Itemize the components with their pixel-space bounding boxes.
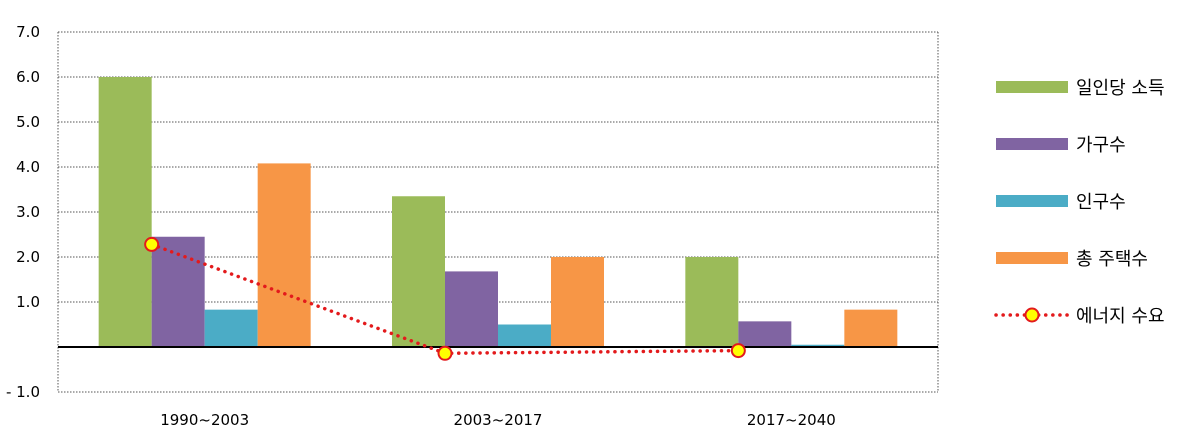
y-tick-label: 7.0 bbox=[16, 23, 40, 41]
legend-label: 인구수 bbox=[1076, 192, 1126, 213]
y-tick-label: - 1.0 bbox=[6, 383, 40, 401]
legend-label: 총 주택수 bbox=[1076, 249, 1148, 270]
energy-demand-point bbox=[730, 343, 746, 359]
energy-demand-point bbox=[144, 236, 160, 252]
bar-일인당-소득 bbox=[98, 77, 152, 347]
bar-인구수 bbox=[791, 344, 845, 347]
grid bbox=[57, 31, 939, 393]
y-tick-label: 4.0 bbox=[16, 158, 40, 176]
y-axis-ticks: - 1.0 1.0 2.0 3.0 4.0 5.0 6.0 7.0 bbox=[6, 23, 40, 401]
x-category-label: 1990~2003 bbox=[160, 411, 249, 429]
legend-swatch-인구수 bbox=[996, 195, 1068, 207]
legend-swatch-marker bbox=[1024, 307, 1040, 323]
y-tick-label: 3.0 bbox=[16, 203, 40, 221]
bar-가구수 bbox=[738, 321, 792, 347]
bar-일인당-소득 bbox=[392, 196, 445, 347]
bar-총-주택수 bbox=[551, 257, 604, 347]
legend-label: 에너지 수요 bbox=[1076, 306, 1165, 327]
energy-demand-line bbox=[144, 236, 746, 361]
legend-swatch-일인당-소득 bbox=[996, 81, 1068, 93]
legend-label: 일인당 소득 bbox=[1076, 78, 1165, 99]
energy-demand-point bbox=[437, 345, 453, 361]
x-axis-categories: 1990~2003 2003~2017 2017~2040 bbox=[160, 411, 836, 429]
bar-인구수 bbox=[498, 324, 551, 347]
legend-swatch-총-주택수 bbox=[996, 252, 1068, 264]
x-category-label: 2003~2017 bbox=[454, 411, 543, 429]
bar-총-주택수 bbox=[844, 309, 898, 347]
bar-총-주택수 bbox=[257, 163, 311, 347]
y-tick-label: 5.0 bbox=[16, 113, 40, 131]
legend-label: 가구수 bbox=[1076, 135, 1126, 156]
bars bbox=[98, 77, 898, 347]
legend-swatch-가구수 bbox=[996, 138, 1068, 150]
y-tick-label: 1.0 bbox=[16, 293, 40, 311]
y-tick-label: 6.0 bbox=[16, 68, 40, 86]
bar-일인당-소득 bbox=[685, 257, 739, 347]
bar-인구수 bbox=[204, 309, 258, 347]
x-category-label: 2017~2040 bbox=[747, 411, 836, 429]
y-tick-label: 2.0 bbox=[16, 248, 40, 266]
bar-가구수 bbox=[445, 271, 498, 347]
